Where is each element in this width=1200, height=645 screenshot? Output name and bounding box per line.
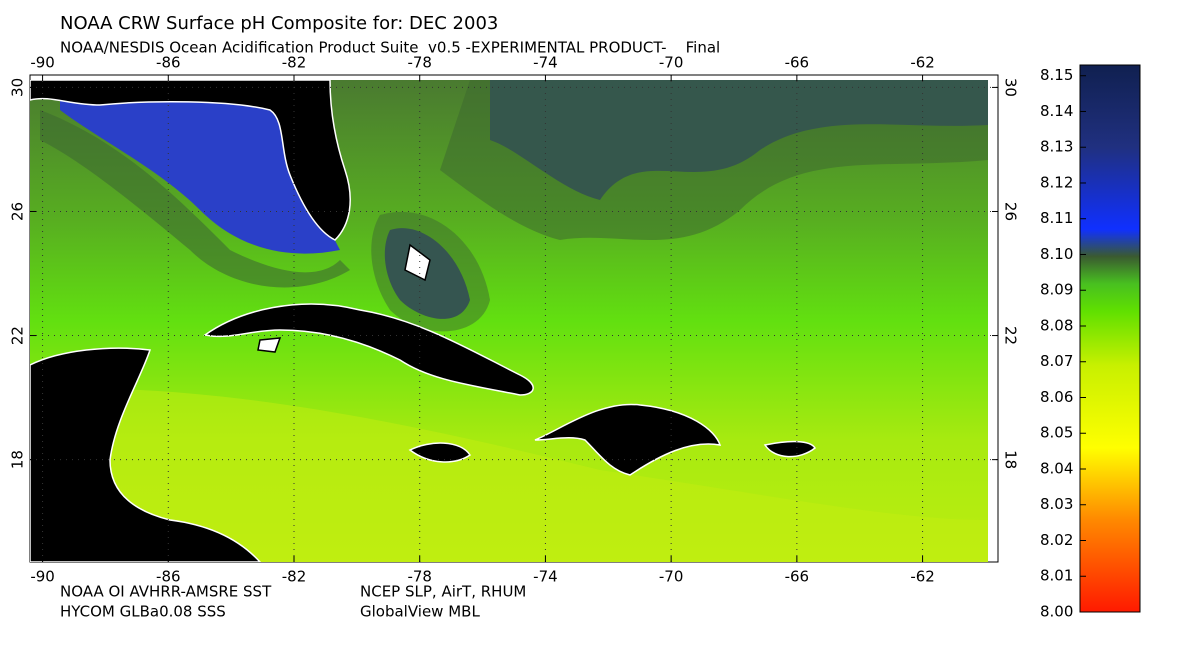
colorbar-label: 8.05 — [1040, 424, 1073, 442]
x-tick-label: -70 — [659, 54, 684, 72]
x-tick-label: -90 — [30, 54, 55, 72]
x-tick-label: -62 — [910, 568, 935, 586]
x-tick-label: -62 — [910, 54, 935, 72]
colorbar-label: 8.01 — [1040, 567, 1073, 585]
map-subtitle: NOAA/NESDIS Ocean Acidification Product … — [60, 39, 720, 57]
colorbar-label: 8.11 — [1040, 209, 1073, 227]
credit: NOAA OI AVHRR-AMSRE SST — [60, 583, 272, 601]
x-tick-label: -82 — [282, 54, 307, 72]
colorbar-label: 8.13 — [1040, 138, 1073, 156]
credit: HYCOM GLBa0.08 SSS — [60, 603, 226, 621]
x-tick-label: -74 — [533, 54, 558, 72]
colorbar-label: 8.09 — [1040, 281, 1073, 299]
credit: NCEP SLP, AirT, RHUM — [360, 583, 526, 601]
y-tick-label: 22 — [1002, 326, 1020, 345]
colorbar-label: 8.10 — [1040, 245, 1073, 263]
colorbar-label: 8.12 — [1040, 173, 1073, 191]
y-tick-label: 18 — [1002, 450, 1020, 469]
colorbar-label: 8.14 — [1040, 102, 1073, 120]
x-tick-label: -78 — [407, 54, 432, 72]
colorbar-label: 8.08 — [1040, 316, 1073, 334]
colorbar-label: 8.07 — [1040, 352, 1073, 370]
y-tick-label: 26 — [9, 202, 27, 221]
credit: GlobalView MBL — [360, 603, 480, 621]
colorbar-label: 8.00 — [1040, 603, 1073, 621]
colorbar-label: 8.15 — [1040, 66, 1073, 84]
colorbar-label: 8.02 — [1040, 531, 1073, 549]
x-tick-label: -86 — [156, 568, 181, 586]
x-tick-label: -66 — [785, 568, 810, 586]
y-tick-label: 30 — [9, 78, 27, 97]
x-tick-label: -90 — [30, 568, 55, 586]
x-tick-label: -66 — [785, 54, 810, 72]
y-tick-label: 30 — [1002, 78, 1020, 97]
x-tick-label: -86 — [156, 54, 181, 72]
x-tick-label: -82 — [282, 568, 307, 586]
x-tick-label: -70 — [659, 568, 684, 586]
colorbar — [1079, 64, 1141, 613]
colorbar-label: 8.06 — [1040, 388, 1073, 406]
y-tick-label: 18 — [9, 450, 27, 469]
colorbar-label: 8.03 — [1040, 495, 1073, 513]
x-tick-label: -78 — [407, 568, 432, 586]
land — [30, 80, 816, 562]
y-tick-label: 22 — [9, 326, 27, 345]
y-tick-label: 26 — [1002, 202, 1020, 221]
x-tick-label: -74 — [533, 568, 558, 586]
ph-field — [30, 80, 988, 562]
map-title: NOAA CRW Surface pH Composite for: DEC 2… — [60, 13, 498, 34]
colorbar-label: 8.04 — [1040, 459, 1073, 477]
